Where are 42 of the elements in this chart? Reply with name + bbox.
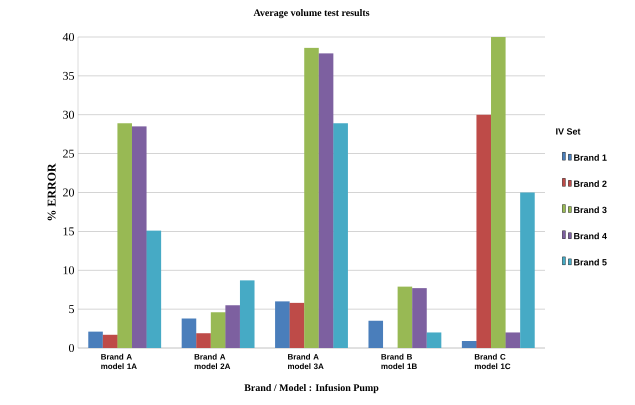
legend-label: Brand 2 [574,180,607,187]
legend-label: Brand 5 [574,258,607,266]
bar [146,230,162,348]
y-tick-label: 10 [64,266,74,274]
legend-title: IV Set [556,128,580,135]
bar [196,333,211,348]
bar [102,334,118,348]
bar [117,123,132,348]
y-tick-label: 0 [68,344,74,352]
bar [506,332,520,348]
y-tick-label: 35 [63,72,74,80]
bar [182,318,196,348]
bar [476,114,492,348]
bar [333,123,348,348]
chart-title: Average volume test results [254,9,370,18]
bar [132,126,147,348]
bar [210,312,226,348]
y-tick-label: 40 [62,32,74,42]
y-tick-label: 25 [63,150,74,158]
bar [426,332,442,348]
bar [368,320,384,348]
y-tick-label: 30 [63,110,74,119]
legend-label: Brand 1 [574,154,607,161]
bar [290,302,304,348]
y-tick-label: 20 [63,188,74,197]
bar [318,53,334,348]
legend-label: Brand 3 [574,206,607,214]
bar [520,192,535,348]
bar [462,341,476,348]
bar [304,48,319,348]
y-tick-label: 15 [64,227,74,236]
bar [240,280,255,348]
bar [225,305,240,348]
x-axis-title: Brand / Model : Infusion Pump [244,384,378,394]
y-tick-label: 5 [69,305,74,314]
y-axis-title: % ERROR [48,163,56,220]
bar [491,36,506,348]
legend-label: Brand 4 [574,232,607,240]
bar [88,332,103,348]
bar [398,286,412,348]
bar [275,301,290,348]
bar [412,288,427,348]
